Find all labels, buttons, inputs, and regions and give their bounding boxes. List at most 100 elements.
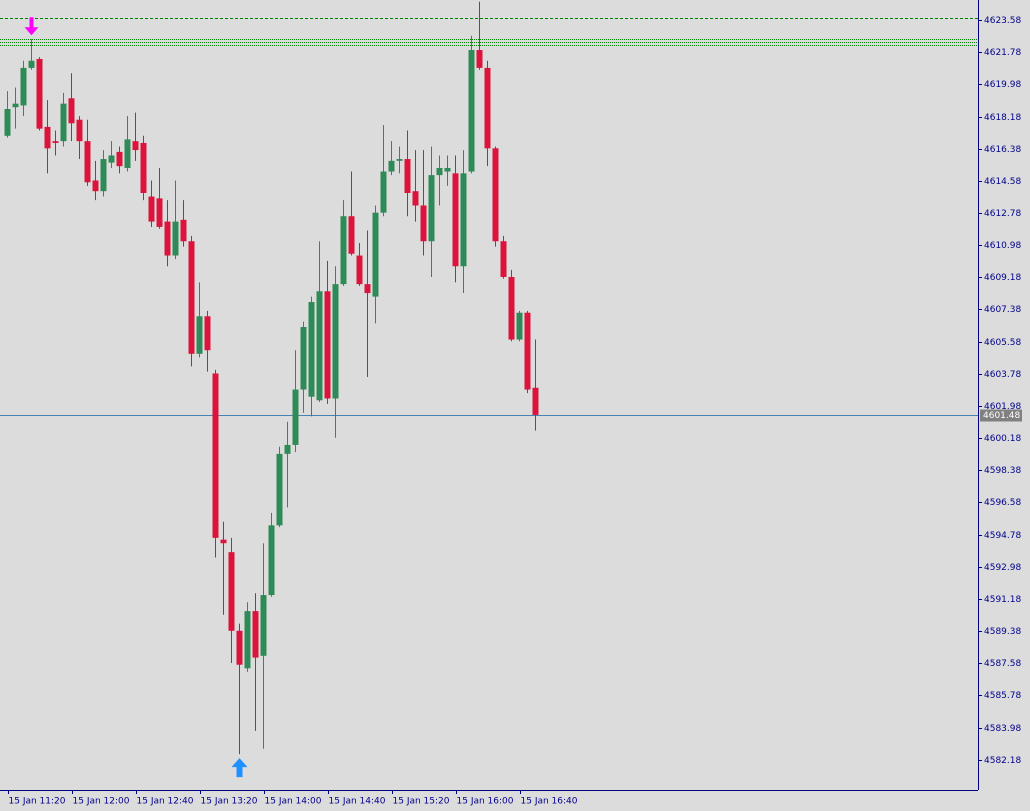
y-tick-label: 4605.58	[984, 338, 1021, 348]
x-tick-label: 15 Jan 14:00	[265, 797, 322, 807]
candle-body	[92, 180, 99, 192]
candle-body	[380, 171, 387, 213]
candle-body	[164, 221, 171, 256]
y-tick-label: 4583.98	[984, 724, 1021, 734]
candle-body	[276, 453, 283, 526]
candle-body	[412, 191, 419, 206]
candle-body	[84, 141, 91, 183]
y-tick-label: 4614.58	[984, 177, 1021, 187]
candle-body	[436, 167, 443, 176]
candle-body	[292, 389, 299, 445]
y-tick-label: 4612.78	[984, 209, 1021, 219]
candle-body	[132, 141, 139, 151]
y-tick-label: 4587.58	[984, 659, 1021, 669]
x-tick-label: 15 Jan 16:00	[457, 797, 514, 807]
y-tick-label: 4619.98	[984, 80, 1021, 90]
candle-body	[260, 595, 267, 656]
candle-body	[204, 316, 211, 351]
x-tick-label: 15 Jan 15:20	[393, 797, 450, 807]
candle-body	[340, 216, 347, 285]
candle-body	[4, 109, 11, 136]
candle-body	[532, 387, 539, 415]
candle-body	[76, 119, 83, 142]
candle-body	[284, 444, 291, 454]
candle-body	[156, 198, 163, 227]
candle-body	[268, 525, 275, 596]
candle-body	[308, 301, 315, 397]
y-tick-label: 4596.58	[984, 498, 1021, 508]
y-tick-label: 4603.78	[984, 370, 1021, 380]
y-tick-label: 4592.98	[984, 563, 1021, 573]
x-tick-label: 15 Jan 12:40	[137, 797, 194, 807]
candle-body	[444, 167, 451, 172]
candle-body	[396, 159, 403, 161]
x-tick-label: 15 Jan 14:40	[329, 797, 386, 807]
candle-body	[28, 60, 35, 68]
candle-body	[332, 284, 339, 399]
candle-body	[124, 139, 131, 168]
candle-body	[52, 141, 59, 143]
candle-body	[196, 316, 203, 354]
candle-body	[100, 159, 107, 192]
candle-body	[388, 160, 395, 172]
candle-body	[108, 155, 115, 163]
y-tick-label: 4607.38	[984, 305, 1021, 315]
y-tick-label: 4600.18	[984, 434, 1021, 444]
x-tick-label: 15 Jan 13:20	[201, 797, 258, 807]
candle-body	[428, 175, 435, 242]
x-tick-label: 15 Jan 11:20	[9, 797, 66, 807]
candle-body	[524, 312, 531, 390]
candle-body	[508, 276, 515, 340]
signal-arrow	[24, 17, 39, 36]
y-tick-label: 4616.38	[984, 145, 1021, 155]
candle-body	[244, 611, 251, 669]
candle-body	[220, 539, 227, 544]
candle-body	[36, 58, 43, 129]
y-tick-label: 4585.78	[984, 691, 1021, 701]
candle-body	[484, 67, 491, 149]
x-tick-label: 15 Jan 16:40	[521, 797, 578, 807]
y-tick-label: 4623.58	[984, 16, 1021, 26]
candle-body	[460, 173, 467, 267]
candle-body	[324, 291, 331, 399]
y-tick-label: 4589.38	[984, 627, 1021, 637]
candle-body	[500, 241, 507, 277]
y-tick-label: 4610.98	[984, 241, 1021, 251]
candle-body	[316, 291, 323, 401]
candle-body	[372, 212, 379, 297]
candle-body	[212, 373, 219, 538]
candle-body	[228, 552, 235, 631]
candle-body	[20, 67, 27, 106]
candle-body	[172, 221, 179, 256]
x-tick-label: 15 Jan 12:00	[73, 797, 130, 807]
current-price-box	[980, 409, 1022, 422]
candle-body	[516, 312, 523, 340]
candle-body	[252, 611, 259, 658]
y-tick-label: 4609.18	[984, 273, 1021, 283]
candle-body	[44, 126, 51, 149]
candle-body	[404, 159, 411, 193]
signal-arrow	[231, 758, 248, 778]
candle-body	[364, 284, 371, 294]
candle-body	[452, 173, 459, 267]
candle-body	[420, 205, 427, 242]
candle-body	[148, 196, 155, 222]
y-tick-label: 4591.18	[984, 595, 1021, 605]
candle-body	[348, 216, 355, 254]
candle-body	[300, 327, 307, 390]
candle-body	[236, 630, 243, 665]
y-tick-label: 4621.78	[984, 48, 1021, 58]
candle-body	[12, 103, 19, 108]
candle-body	[140, 142, 147, 193]
candle-body	[180, 219, 187, 242]
y-tick-label: 4601.98	[984, 402, 1021, 412]
y-tick-label: 4618.18	[984, 113, 1021, 123]
y-tick-label: 4594.78	[984, 531, 1021, 541]
y-tick-label: 4582.18	[984, 756, 1021, 766]
candle-body	[492, 148, 499, 242]
candle-body	[68, 98, 75, 124]
candle-body	[188, 241, 195, 354]
candle-body	[60, 103, 67, 142]
